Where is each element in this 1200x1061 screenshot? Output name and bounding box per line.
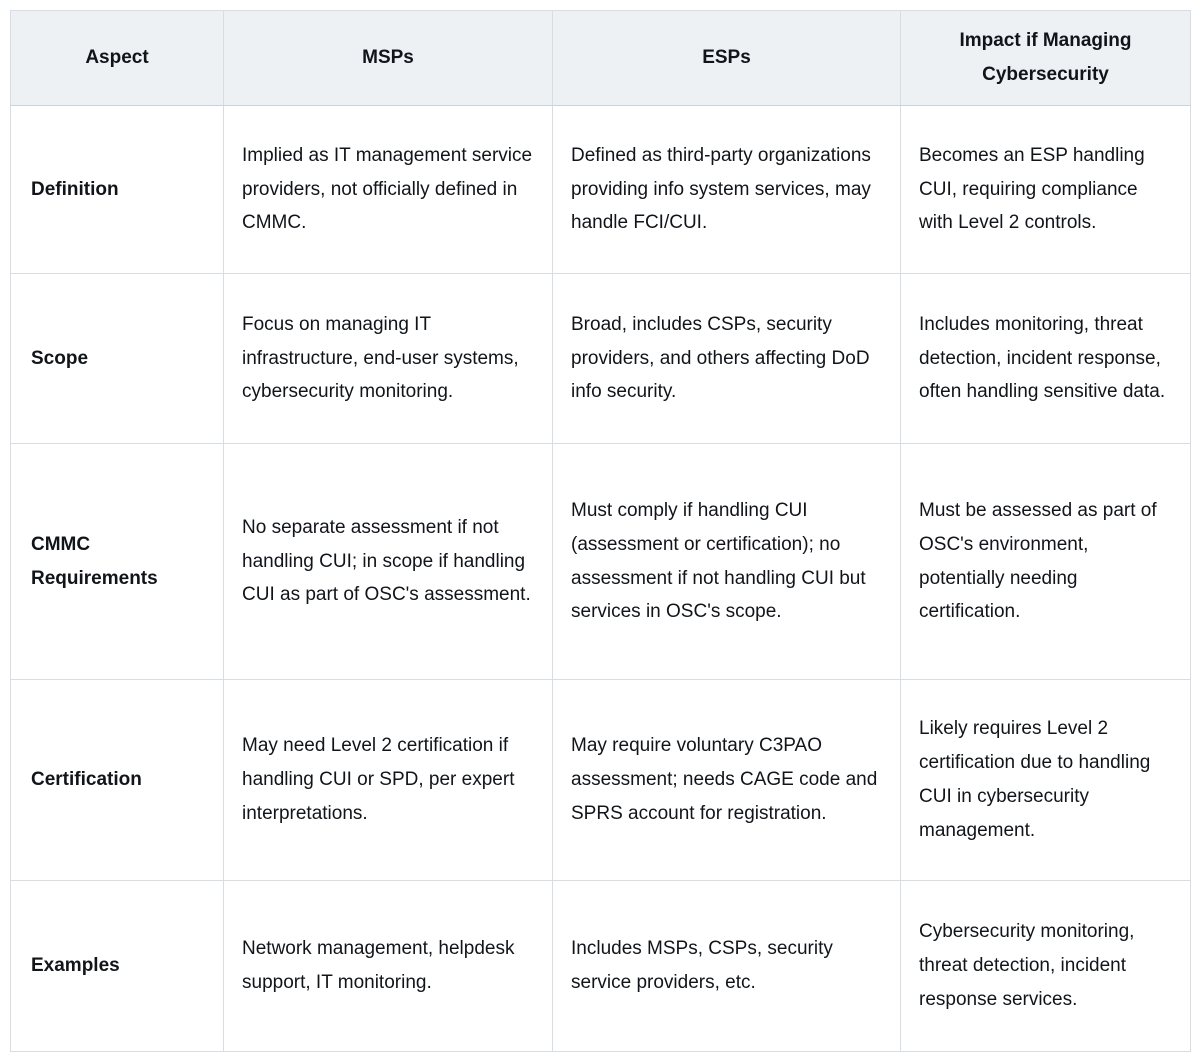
row-label-scope: Scope (10, 273, 224, 444)
column-header-impact: Impact if Managing Cybersecurity (900, 10, 1191, 106)
cell-scope-esps: Broad, includes CSPs, security providers… (552, 273, 901, 444)
table-row-certification: Certification May need Level 2 certifica… (10, 679, 1191, 881)
row-label-cmmc-requirements: CMMC Requirements (10, 443, 224, 680)
cell-certification-impact: Likely requires Level 2 certification du… (900, 679, 1191, 881)
table-row-examples: Examples Network management, helpdesk su… (10, 880, 1191, 1052)
cell-definition-esps: Defined as third-party organizations pro… (552, 105, 901, 274)
table-row-cmmc-requirements: CMMC Requirements No separate assessment… (10, 443, 1191, 680)
column-header-esps: ESPs (552, 10, 901, 106)
column-header-aspect: Aspect (10, 10, 224, 106)
row-label-certification: Certification (10, 679, 224, 881)
comparison-table: Aspect MSPs ESPs Impact if Managing Cybe… (10, 10, 1191, 1052)
cell-scope-msps: Focus on managing IT infrastructure, end… (223, 273, 553, 444)
cell-definition-impact: Becomes an ESP handling CUI, requiring c… (900, 105, 1191, 274)
column-header-msps: MSPs (223, 10, 553, 106)
cell-definition-msps: Implied as IT management service provide… (223, 105, 553, 274)
row-label-definition: Definition (10, 105, 224, 274)
cell-scope-impact: Includes monitoring, threat detection, i… (900, 273, 1191, 444)
cell-examples-msps: Network management, helpdesk support, IT… (223, 880, 553, 1052)
cell-cmmc-esps: Must comply if handling CUI (assessment … (552, 443, 901, 680)
row-label-examples: Examples (10, 880, 224, 1052)
cell-examples-impact: Cybersecurity monitoring, threat detecti… (900, 880, 1191, 1052)
cell-certification-esps: May require voluntary C3PAO assessment; … (552, 679, 901, 881)
cell-cmmc-msps: No separate assessment if not handling C… (223, 443, 553, 680)
table-row-scope: Scope Focus on managing IT infrastructur… (10, 273, 1191, 444)
table-row-definition: Definition Implied as IT management serv… (10, 105, 1191, 274)
header-row: Aspect MSPs ESPs Impact if Managing Cybe… (10, 10, 1191, 106)
cell-certification-msps: May need Level 2 certification if handli… (223, 679, 553, 881)
cell-examples-esps: Includes MSPs, CSPs, security service pr… (552, 880, 901, 1052)
cell-cmmc-impact: Must be assessed as part of OSC's enviro… (900, 443, 1191, 680)
